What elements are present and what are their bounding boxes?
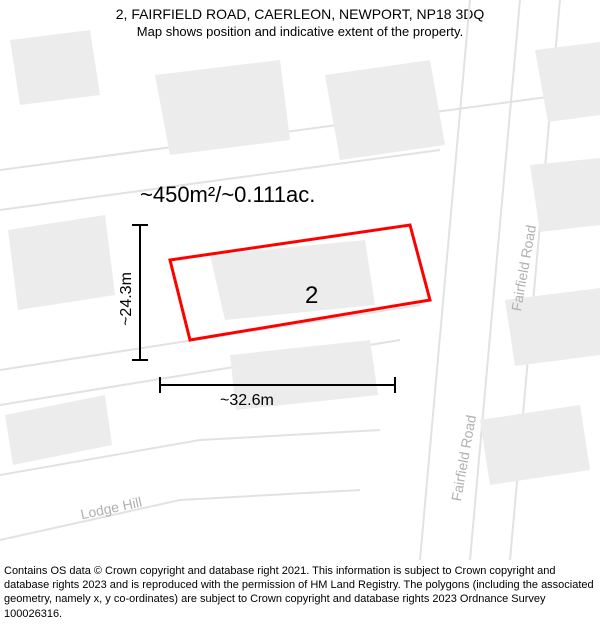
area-label: ~450m²/~0.111ac. xyxy=(140,182,315,208)
plot-number: 2 xyxy=(305,282,318,310)
map-container: 2, FAIRFIELD ROAD, CAERLEON, NEWPORT, NP… xyxy=(0,0,600,625)
map-svg xyxy=(0,0,600,560)
copyright-text: Contains OS data © Crown copyright and d… xyxy=(4,564,596,621)
horizontal-dimension-label: ~32.6m xyxy=(220,392,274,410)
vertical-dimension-label: ~24.3m xyxy=(118,272,136,326)
